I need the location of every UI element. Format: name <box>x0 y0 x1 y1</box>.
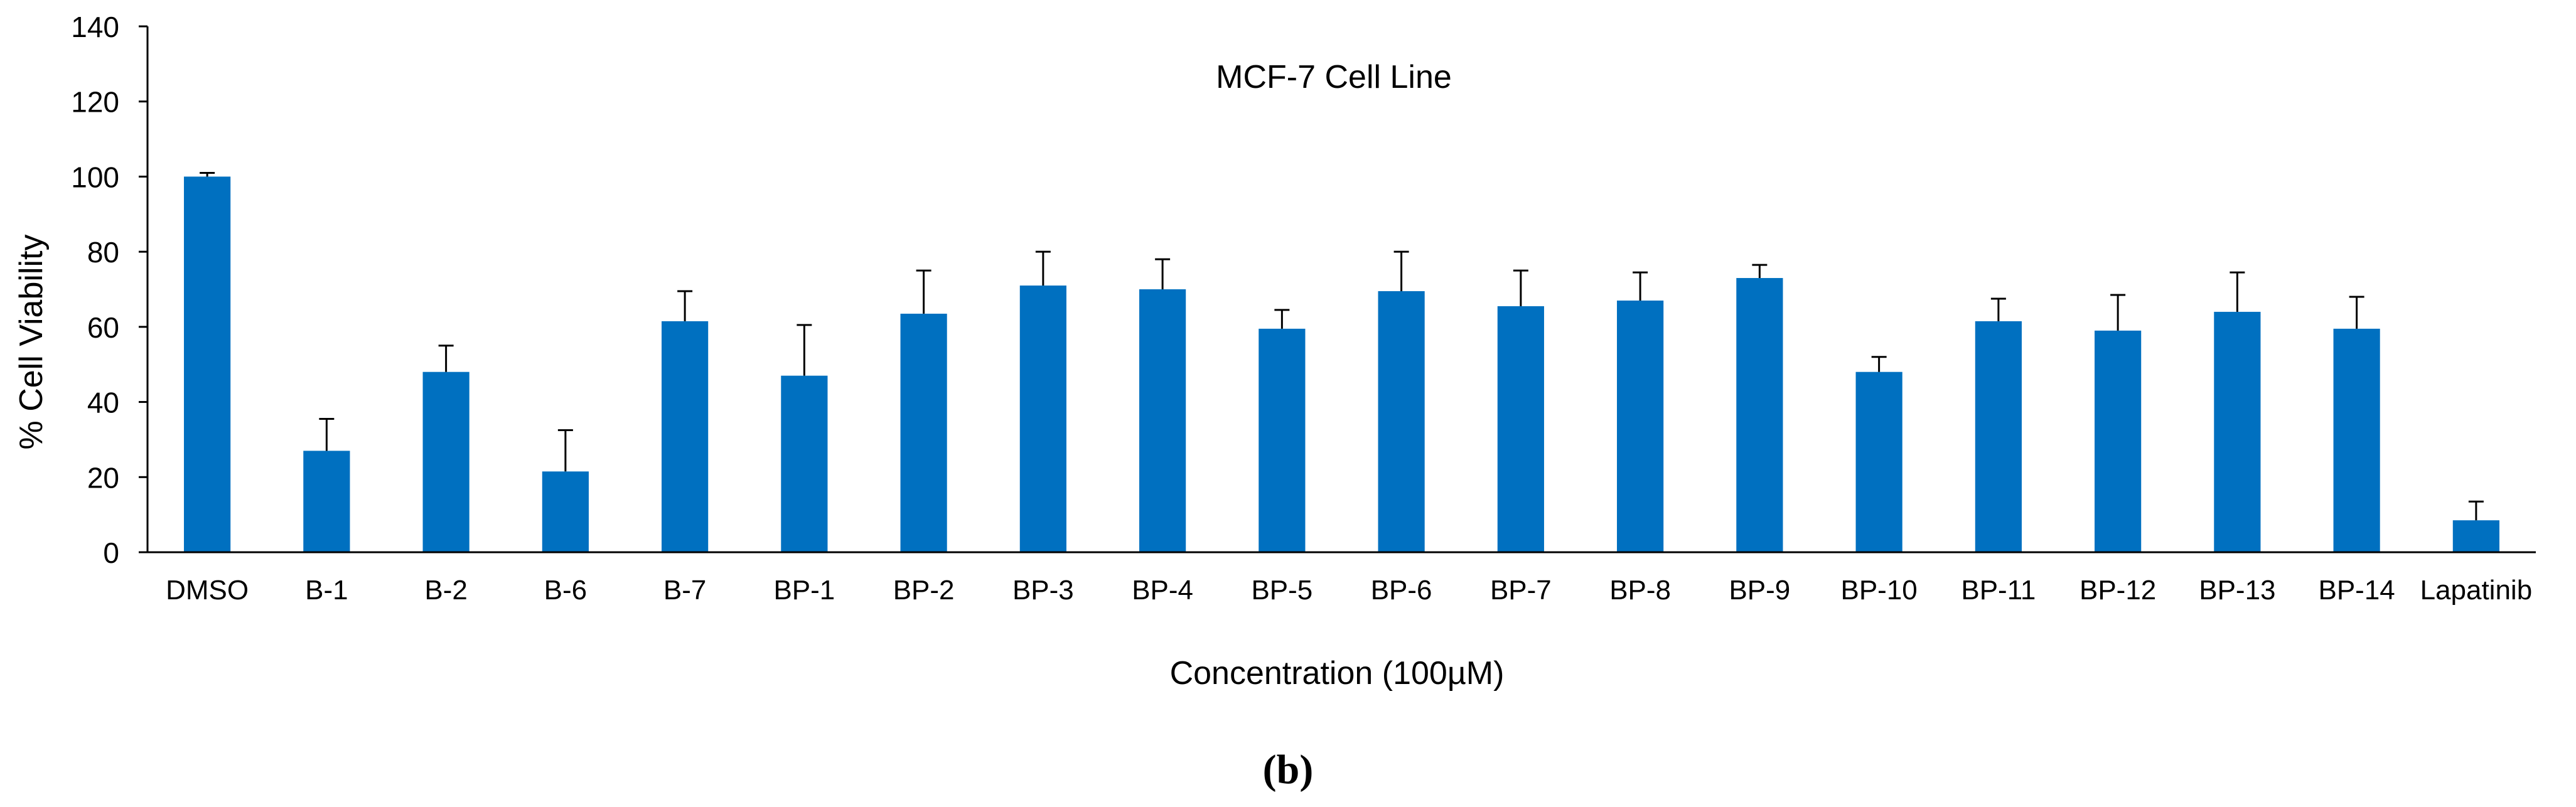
x-tick-label: Lapatinib <box>2420 575 2533 606</box>
y-tick-label: 40 <box>87 387 119 419</box>
bar <box>303 451 350 552</box>
bar <box>1258 328 1306 552</box>
x-tick-label: BP-1 <box>773 575 835 606</box>
x-tick-label: BP-10 <box>1840 575 1917 606</box>
x-tick-label: BP-3 <box>1012 575 1074 606</box>
x-tick-label: B-1 <box>305 575 348 606</box>
bar <box>1019 286 1066 552</box>
y-tick-label: 80 <box>87 236 119 269</box>
x-tick-label: BP-5 <box>1251 575 1312 606</box>
x-tick-label: BP-8 <box>1609 575 1671 606</box>
y-tick-label: 20 <box>87 461 119 494</box>
x-tick-label: B-2 <box>424 575 467 606</box>
bar <box>1855 371 1902 552</box>
bar <box>2095 330 2142 552</box>
bar <box>542 471 589 552</box>
bar <box>781 375 828 552</box>
y-axis-title: % Cell Viability <box>13 235 50 450</box>
bar <box>422 371 470 552</box>
x-tick-label: BP-13 <box>2199 575 2275 606</box>
error-bars-group <box>200 171 2484 521</box>
y-tick-label: 60 <box>87 311 119 344</box>
bar <box>662 321 709 552</box>
x-tick-label: B-6 <box>544 575 587 606</box>
bar <box>2214 311 2261 552</box>
bar <box>184 176 231 552</box>
bar <box>1736 278 1783 552</box>
bars-group <box>184 176 2499 552</box>
bar <box>1975 321 2022 552</box>
x-tick-label: BP-4 <box>1132 575 1193 606</box>
x-axis-title: Concentration (100µM) <box>1170 655 1505 692</box>
y-tick-label: 100 <box>71 161 119 193</box>
bar <box>2333 328 2380 552</box>
x-tick-label: DMSO <box>166 575 249 606</box>
bar <box>1378 291 1425 552</box>
y-axis-ticks: 0 20 40 60 80 100 120 140 <box>71 11 148 569</box>
y-tick-label: 0 <box>103 537 119 569</box>
chart-title: MCF-7 Cell Line <box>1216 59 1452 95</box>
x-tick-label: BP-7 <box>1490 575 1552 606</box>
x-tick-label: BP-6 <box>1371 575 1432 606</box>
bar <box>1139 289 1186 552</box>
x-tick-label: BP-14 <box>2318 575 2395 606</box>
bar <box>1497 306 1544 552</box>
bar <box>900 313 947 552</box>
x-tick-label: BP-11 <box>1961 575 2036 606</box>
x-tick-label: BP-9 <box>1729 575 1790 606</box>
x-axis-tick-labels: DMSO B-1 B-2 B-6 B-7 BP-1 BP-2 BP-3 BP-4 BP-5 BP-6… <box>166 575 2532 606</box>
x-tick-label: B-7 <box>663 575 706 606</box>
bar <box>2452 520 2499 552</box>
panel-label: (b) <box>1263 747 1314 793</box>
x-tick-label: BP-12 <box>2080 575 2156 606</box>
bar <box>1617 300 1664 552</box>
x-tick-label: BP-2 <box>893 575 955 606</box>
y-tick-label: 120 <box>71 86 119 119</box>
y-tick-label: 140 <box>71 11 119 43</box>
